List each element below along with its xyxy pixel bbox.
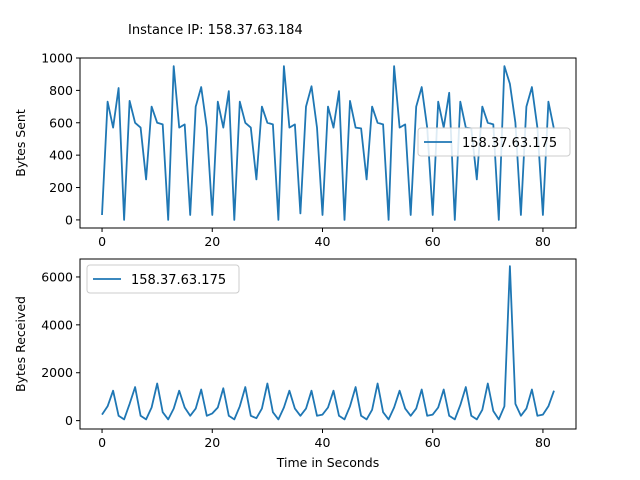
bytes-received-plot: 0 20 40 60 80 0 2000 4000 6000 Bytes Received Time… bbox=[13, 258, 577, 470]
x-tick-label: 20 bbox=[204, 435, 220, 450]
x-tick-label: 60 bbox=[425, 234, 441, 249]
x-tick-label: 40 bbox=[315, 234, 331, 249]
y-tick-label: 6000 bbox=[41, 269, 73, 284]
x-tick-label: 20 bbox=[204, 234, 220, 249]
y-axis-label: Bytes Sent bbox=[13, 109, 28, 177]
y-tick-label: 200 bbox=[49, 180, 73, 195]
y-tick-label: 4000 bbox=[41, 317, 73, 332]
axes-frame bbox=[79, 57, 577, 229]
x-tick-label: 60 bbox=[425, 435, 441, 450]
series-line bbox=[101, 265, 555, 421]
legend-box bbox=[417, 127, 571, 157]
axes-frame bbox=[79, 258, 577, 430]
x-tick-label: 80 bbox=[535, 435, 551, 450]
x-axis-label: Time in Seconds bbox=[276, 455, 379, 470]
y-tick-label: 0 bbox=[65, 212, 73, 227]
legend-label: 158.37.63.175 bbox=[462, 136, 557, 151]
y-tick-label: 800 bbox=[49, 83, 73, 98]
y-tick-label: 600 bbox=[49, 115, 73, 130]
x-tick-label: 80 bbox=[535, 234, 551, 249]
y-tick-label: 2000 bbox=[41, 365, 73, 380]
x-tick-label: 0 bbox=[98, 435, 106, 450]
legend-box bbox=[86, 264, 240, 294]
y-axis-label: Bytes Received bbox=[13, 296, 28, 392]
figure-title: Instance IP: 158.37.63.184 bbox=[128, 23, 303, 38]
y-tick-label: 1000 bbox=[41, 51, 73, 66]
x-tick-label: 0 bbox=[98, 234, 106, 249]
x-tick-label: 40 bbox=[315, 435, 331, 450]
legend-label: 158.37.63.175 bbox=[131, 273, 226, 288]
y-tick-label: 400 bbox=[49, 148, 73, 163]
y-tick-label: 0 bbox=[65, 413, 73, 428]
